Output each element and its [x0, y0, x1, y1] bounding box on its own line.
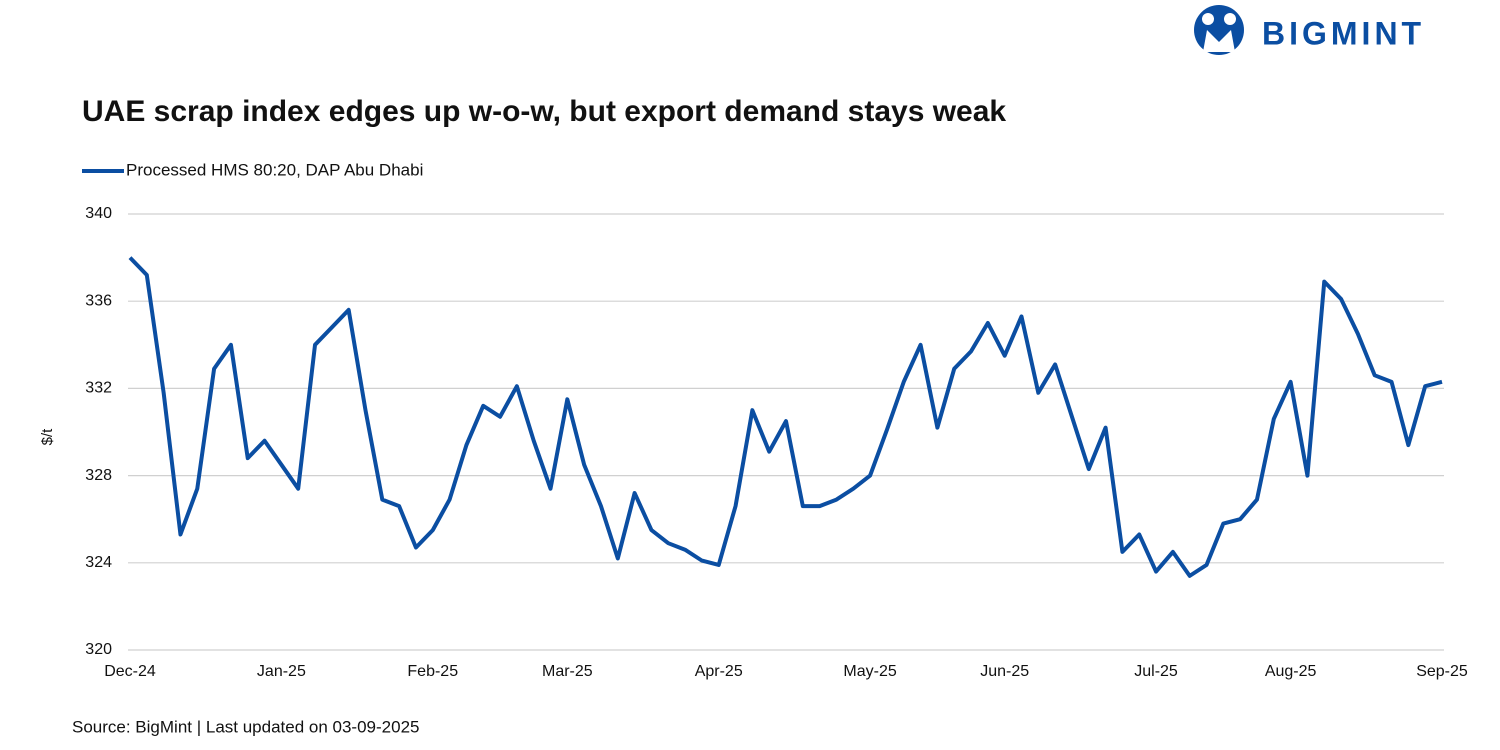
y-tick-label: 328	[85, 467, 112, 484]
x-tick-label: Apr-25	[695, 663, 743, 680]
y-tick-label: 340	[85, 205, 112, 222]
data-line	[128, 256, 1443, 578]
logo-icon-part	[1202, 13, 1214, 25]
source-note: Source: BigMint | Last updated on 03-09-…	[72, 717, 419, 736]
logo: BIGMINT	[1194, 5, 1425, 55]
y-tick-label: 332	[85, 380, 112, 397]
x-tick-label: Jun-25	[980, 663, 1029, 680]
logo-icon-part	[1224, 13, 1236, 25]
x-tick-label: Sep-25	[1416, 663, 1468, 680]
y-tick-label: 336	[85, 292, 112, 309]
y-axis-label: $/t	[39, 428, 56, 446]
legend-label: Processed HMS 80:20, DAP Abu Dhabi	[126, 160, 423, 179]
x-tick-label: May-25	[843, 663, 896, 680]
x-tick-label: Mar-25	[542, 663, 593, 680]
y-tick-label: 320	[85, 641, 112, 658]
logo-text: BIGMINT	[1262, 15, 1425, 51]
x-tick-label: Dec-24	[104, 663, 156, 680]
x-tick-label: Aug-25	[1265, 663, 1317, 680]
x-tick-label: Jan-25	[257, 663, 306, 680]
logo-icon-part	[1203, 30, 1235, 52]
y-tick-label: 324	[85, 554, 112, 571]
x-tick-label: Feb-25	[407, 663, 458, 680]
chart-title: UAE scrap index edges up w-o-w, but expo…	[82, 95, 1006, 128]
x-tick-label: Jul-25	[1134, 663, 1178, 680]
